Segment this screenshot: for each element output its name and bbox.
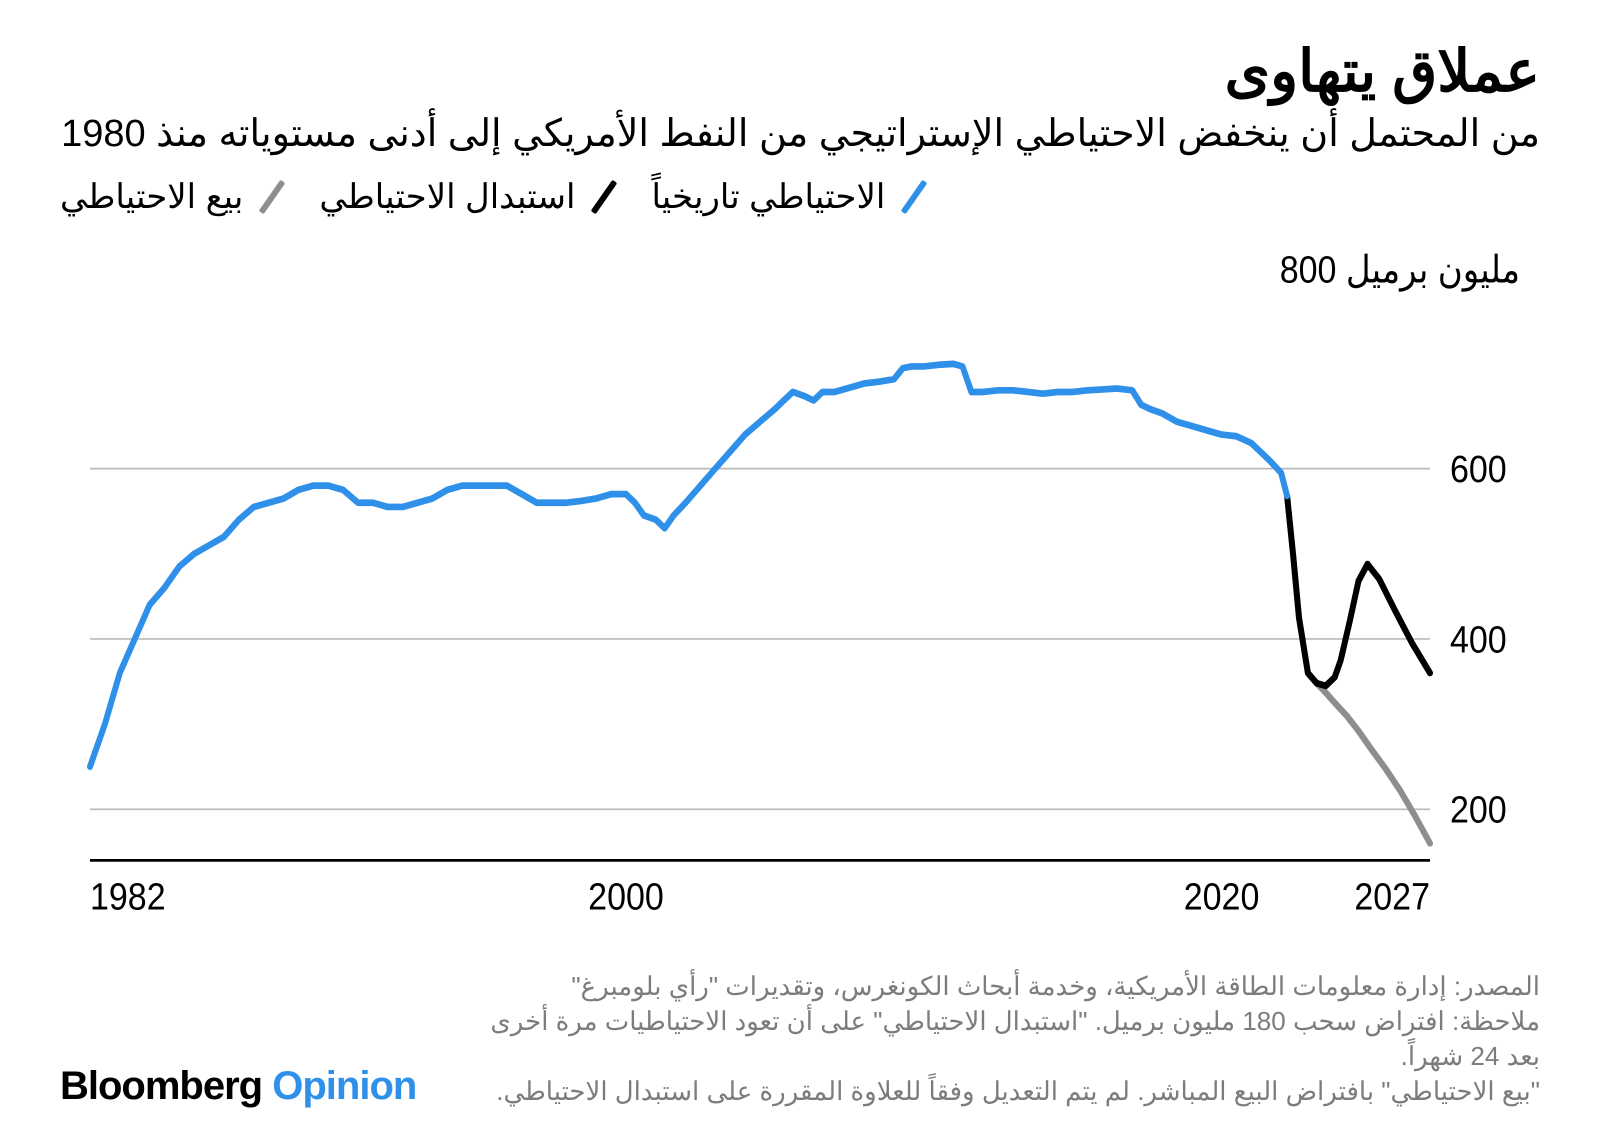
y-tick-label: 600: [1450, 447, 1507, 490]
chart-notes: المصدر: إدارة معلومات الطاقة الأمريكية، …: [416, 969, 1540, 1109]
legend-item: بيع الاحتياطي: [60, 177, 291, 217]
y-tick-label: 200: [1450, 788, 1507, 831]
y-unit-label: 800 مليون برميل: [1280, 248, 1520, 292]
note-line-1: ملاحظة: افتراض سحب 180 مليون برميل. "است…: [456, 1004, 1540, 1074]
x-tick-label: 1982: [90, 875, 166, 918]
chart-area: 800 مليون برميل 200 400 600 1982 2000 2020 2027: [60, 247, 1540, 938]
chart-subtitle: من المحتمل أن ينخفض الاحتياطي الإستراتيج…: [60, 110, 1540, 159]
legend-swatch: [591, 180, 618, 215]
x-tick-label: 2000: [588, 875, 664, 918]
legend: الاحتياطي تاريخياً استبدال الاحتياطي بيع ا…: [60, 177, 1540, 217]
legend-item: الاحتياطي تاريخياً: [651, 177, 933, 217]
x-tick-label: 2020: [1184, 875, 1260, 918]
brand-part2: Opinion: [272, 1064, 416, 1108]
legend-label: استبدال الاحتياطي: [319, 177, 575, 217]
legend-label: الاحتياطي تاريخياً: [651, 177, 885, 217]
series-historical: [90, 364, 1287, 767]
legend-item: استبدال الاحتياطي: [319, 177, 623, 217]
legend-swatch: [901, 180, 928, 215]
chart-title: عملاق يتهاوى: [60, 40, 1540, 104]
legend-label: بيع الاحتياطي: [60, 177, 243, 217]
x-tick-label: 2027: [1354, 875, 1430, 918]
y-tick-label: 400: [1450, 618, 1507, 661]
source-line: المصدر: إدارة معلومات الطاقة الأمريكية، …: [456, 969, 1540, 1004]
series-replace: [1287, 496, 1430, 686]
brand-logo: Bloomberg Opinion: [60, 1064, 416, 1109]
brand-part1: Bloomberg: [60, 1064, 262, 1108]
legend-swatch: [259, 180, 286, 215]
note-line-2: "بيع الاحتياطي" بافتراض البيع المباشر. ل…: [456, 1074, 1540, 1109]
line-chart: 800 مليون برميل 200 400 600 1982 2000 2020 2027: [60, 247, 1540, 938]
